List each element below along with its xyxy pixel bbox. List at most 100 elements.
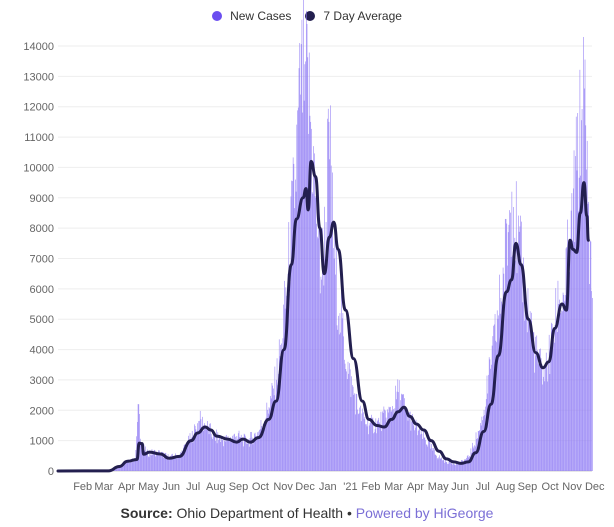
bar-new-cases[interactable] bbox=[212, 439, 214, 471]
bar-new-cases[interactable] bbox=[122, 463, 124, 471]
bar-new-cases[interactable] bbox=[556, 332, 558, 471]
bar-new-cases[interactable] bbox=[320, 276, 322, 471]
bar-new-cases[interactable] bbox=[201, 426, 203, 471]
bar-new-cases[interactable] bbox=[115, 467, 117, 471]
bar-new-cases[interactable] bbox=[392, 406, 393, 471]
bar-new-cases[interactable] bbox=[412, 413, 413, 471]
bar-new-cases[interactable] bbox=[484, 415, 486, 471]
bar-new-cases[interactable] bbox=[115, 468, 116, 471]
bar-new-cases[interactable] bbox=[141, 444, 143, 471]
bar-new-cases[interactable] bbox=[161, 451, 162, 471]
bar-new-cases[interactable] bbox=[191, 437, 192, 471]
bar-new-cases[interactable] bbox=[568, 249, 570, 471]
bar-new-cases[interactable] bbox=[395, 399, 397, 471]
bar-new-cases[interactable] bbox=[213, 430, 214, 471]
bar-new-cases[interactable] bbox=[439, 455, 440, 471]
bar-new-cases[interactable] bbox=[194, 425, 196, 471]
bar-new-cases[interactable] bbox=[400, 400, 402, 471]
bar-new-cases[interactable] bbox=[250, 431, 252, 471]
bar-new-cases[interactable] bbox=[518, 215, 519, 471]
bar-new-cases[interactable] bbox=[232, 438, 234, 471]
bar-new-cases[interactable] bbox=[181, 450, 183, 471]
bar-new-cases[interactable] bbox=[530, 335, 532, 471]
bar-new-cases[interactable] bbox=[251, 431, 252, 471]
bar-new-cases[interactable] bbox=[265, 417, 267, 471]
bar-new-cases[interactable] bbox=[543, 367, 545, 471]
bar-new-cases[interactable] bbox=[156, 452, 158, 471]
bar-new-cases[interactable] bbox=[550, 350, 551, 471]
bar-new-cases[interactable] bbox=[490, 368, 491, 471]
bar-new-cases[interactable] bbox=[211, 437, 213, 471]
bar-new-cases[interactable] bbox=[290, 196, 292, 471]
bar-new-cases[interactable] bbox=[237, 433, 239, 471]
bar-new-cases[interactable] bbox=[500, 297, 502, 471]
bar-new-cases[interactable] bbox=[175, 453, 176, 471]
bar-new-cases[interactable] bbox=[124, 462, 126, 472]
bar-new-cases[interactable] bbox=[557, 280, 559, 471]
bar-new-cases[interactable] bbox=[382, 411, 383, 471]
bar-new-cases[interactable] bbox=[583, 36, 584, 471]
bar-new-cases[interactable] bbox=[217, 432, 219, 471]
bar-new-cases[interactable] bbox=[132, 462, 134, 471]
bar-new-cases[interactable] bbox=[117, 466, 119, 471]
bar-new-cases[interactable] bbox=[539, 349, 540, 471]
bar-new-cases[interactable] bbox=[567, 219, 568, 471]
bar-new-cases[interactable] bbox=[577, 113, 579, 471]
bar-new-cases[interactable] bbox=[166, 456, 168, 471]
bar-new-cases[interactable] bbox=[463, 459, 465, 471]
bar-new-cases[interactable] bbox=[139, 438, 141, 471]
bar-new-cases[interactable] bbox=[322, 253, 324, 471]
bar-new-cases[interactable] bbox=[376, 421, 378, 471]
bar-new-cases[interactable] bbox=[267, 413, 269, 471]
bar-new-cases[interactable] bbox=[428, 440, 429, 471]
bar-new-cases[interactable] bbox=[371, 418, 373, 471]
bar-new-cases[interactable] bbox=[245, 443, 247, 471]
bar-new-cases[interactable] bbox=[303, 0, 304, 471]
bar-new-cases[interactable] bbox=[387, 412, 389, 471]
bar-new-cases[interactable] bbox=[216, 443, 218, 471]
bar-new-cases[interactable] bbox=[458, 464, 459, 471]
bar-new-cases[interactable] bbox=[116, 466, 118, 471]
bar-new-cases[interactable] bbox=[258, 431, 260, 471]
bar-new-cases[interactable] bbox=[553, 339, 554, 471]
bar-new-cases[interactable] bbox=[282, 338, 284, 471]
bar-new-cases[interactable] bbox=[366, 426, 368, 471]
bar-new-cases[interactable] bbox=[145, 454, 147, 471]
bar-new-cases[interactable] bbox=[234, 433, 235, 471]
bar-new-cases[interactable] bbox=[532, 333, 533, 471]
bar-new-cases[interactable] bbox=[343, 336, 344, 471]
bar-new-cases[interactable] bbox=[177, 457, 179, 471]
bar-new-cases[interactable] bbox=[425, 444, 427, 471]
bar-new-cases[interactable] bbox=[570, 240, 571, 471]
bar-new-cases[interactable] bbox=[312, 193, 314, 471]
bar-new-cases[interactable] bbox=[240, 437, 241, 471]
bar-new-cases[interactable] bbox=[300, 94, 301, 472]
bar-new-cases[interactable] bbox=[401, 393, 402, 471]
bar-new-cases[interactable] bbox=[504, 292, 505, 471]
bar-new-cases[interactable] bbox=[513, 261, 515, 471]
bar-new-cases[interactable] bbox=[414, 430, 415, 471]
bar-new-cases[interactable] bbox=[287, 273, 289, 471]
bar-new-cases[interactable] bbox=[154, 450, 156, 471]
bar-new-cases[interactable] bbox=[283, 304, 284, 471]
bar-new-cases[interactable] bbox=[556, 322, 557, 471]
bar-new-cases[interactable] bbox=[380, 411, 382, 471]
bar-new-cases[interactable] bbox=[128, 462, 130, 471]
bar-new-cases[interactable] bbox=[120, 464, 122, 471]
bar-new-cases[interactable] bbox=[582, 183, 584, 472]
bar-new-cases[interactable] bbox=[575, 156, 576, 471]
bar-new-cases[interactable] bbox=[169, 455, 171, 471]
bar-new-cases[interactable] bbox=[538, 364, 540, 471]
bar-new-cases[interactable] bbox=[123, 461, 125, 471]
bar-new-cases[interactable] bbox=[580, 175, 581, 471]
bar-new-cases[interactable] bbox=[317, 238, 319, 471]
bar-new-cases[interactable] bbox=[491, 345, 493, 471]
bar-new-cases[interactable] bbox=[469, 456, 471, 471]
bar-new-cases[interactable] bbox=[200, 419, 202, 471]
bar-new-cases[interactable] bbox=[131, 461, 132, 471]
bar-new-cases[interactable] bbox=[239, 437, 241, 471]
bar-new-cases[interactable] bbox=[401, 394, 403, 471]
bar-new-cases[interactable] bbox=[309, 115, 311, 472]
bar-new-cases[interactable] bbox=[264, 421, 265, 471]
bar-new-cases[interactable] bbox=[265, 421, 266, 471]
